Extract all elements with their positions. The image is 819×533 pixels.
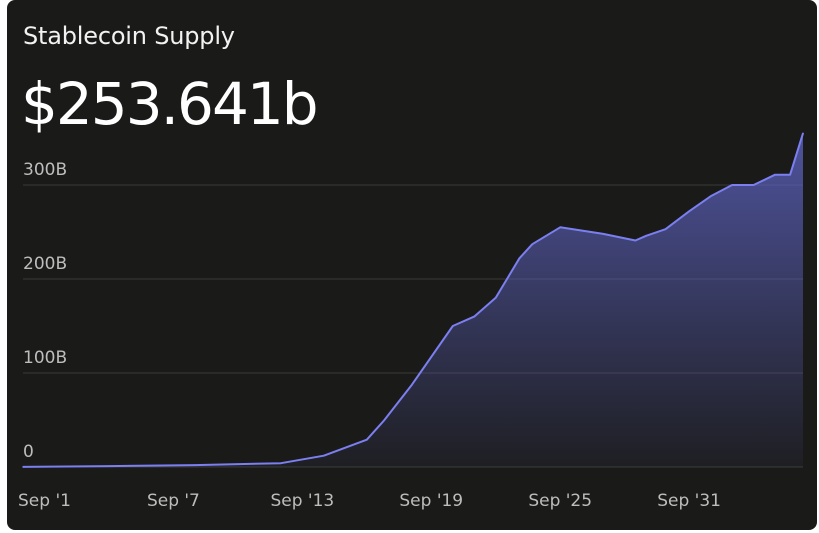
supply-data-point [108, 465, 110, 467]
y-tick-label: 0 [23, 442, 34, 462]
supply-area-fill [23, 133, 803, 468]
card-title: Stablecoin Supply [23, 22, 235, 50]
supply-data-point [645, 235, 647, 237]
supply-data-point [802, 132, 804, 135]
supply-area-chart: 0 100B 200B 300B Sep '1 Sep '7 Sep '13 Sep '19 S… [18, 132, 804, 511]
x-tick-label: Sep '25 [528, 491, 592, 511]
supply-data-point [452, 325, 454, 327]
supply-data-point [688, 210, 690, 213]
supply-data-point [473, 315, 476, 318]
supply-data-point [789, 173, 791, 176]
x-tick-label: Sep '19 [399, 491, 463, 511]
x-tick-label: Sep '31 [657, 491, 721, 511]
y-tick-label: 200B [23, 254, 67, 274]
supply-data-point [22, 466, 24, 468]
supply-data-point [531, 243, 534, 245]
supply-data-point [383, 419, 385, 422]
supply-data-point [559, 226, 561, 229]
supply-data-point [323, 454, 325, 457]
supply-data-point [709, 195, 712, 198]
supply-data-point [280, 462, 282, 465]
supply-data-point [752, 184, 755, 186]
supply-data-point [366, 438, 368, 441]
x-tick-label: Sep '7 [147, 491, 200, 511]
supply-data-point [774, 173, 776, 176]
x-tick-label: Sep '13 [270, 491, 334, 511]
supply-data-point [664, 228, 667, 230]
stablecoin-supply-card: Stablecoin Supply $253.641b 0 100B 200B 300… [7, 0, 817, 530]
supply-data-point [602, 233, 604, 235]
supply-data-point [411, 383, 413, 386]
x-tick-label: Sep '1 [18, 491, 71, 511]
y-tick-label: 100B [23, 348, 67, 368]
y-tick-label: 300B [23, 160, 67, 180]
supply-data-point [634, 239, 637, 242]
supply-data-point [518, 257, 521, 260]
supply-data-point [194, 464, 196, 466]
supply-data-point [731, 184, 733, 186]
supply-data-point [494, 297, 497, 299]
total-supply-value: $253.641b [21, 70, 319, 138]
